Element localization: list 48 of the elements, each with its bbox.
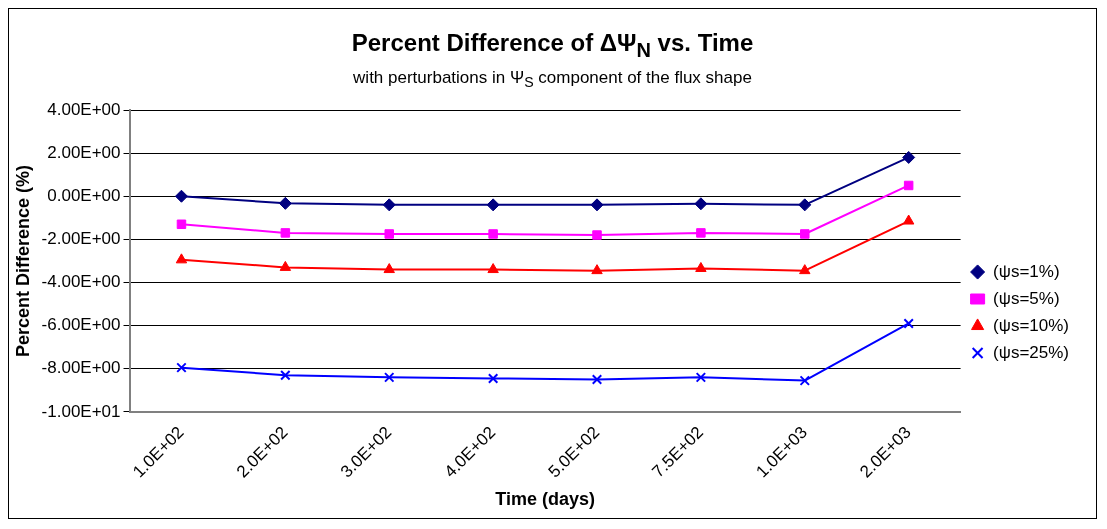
point [384,229,394,239]
point [174,189,188,203]
point [591,374,603,385]
point [487,263,499,274]
point [382,198,396,212]
y-tick-label: 4.00E+00 [47,99,121,119]
point [694,197,708,211]
point [592,230,602,240]
y-tick-label: -1.00E+01 [41,401,121,421]
point [487,373,499,384]
point [383,263,395,274]
point [903,318,914,329]
x-axis-title: Time (days) [495,489,595,510]
legend-label: (ψs=5%) [993,288,1060,308]
point [590,198,604,212]
point [903,180,914,191]
chart-subtitle: with perturbations in Ψ$_{S}$ component of the flux shape [352,67,753,91]
point [280,228,291,238]
point [902,151,916,165]
legend-label: (ψs=10%) [993,315,1070,335]
point [799,375,811,387]
point [486,198,500,212]
legend-label: (ψs=1%) [993,261,1060,281]
y-tick-label: -8.00E+00 [41,358,121,378]
point [696,228,706,238]
point [799,264,811,275]
y-tick-label: 0.00E+00 [47,186,121,206]
point [798,198,812,212]
y-tick-label: -4.00E+00 [41,272,121,292]
y-tick-label: 2.00E+00 [47,143,121,162]
point [280,370,291,381]
point [695,262,707,273]
y-tick-label: -6.00E+00 [41,315,121,335]
y-axis-title: Percent Difference (%) [12,165,33,358]
point [176,362,187,374]
chart-title: Percent Difference of ΔΨ$_{N}$ vs. Time [350,29,755,62]
point [176,219,187,230]
point [488,229,498,239]
point [591,264,603,275]
point [175,253,188,264]
point [383,372,395,383]
point [902,214,915,225]
point [800,229,810,239]
point [695,372,707,383]
point [279,261,292,272]
point [278,197,292,211]
legend-label: (ψs=25%) [993,342,1070,362]
y-tick-label: -2.00E+00 [41,229,121,249]
